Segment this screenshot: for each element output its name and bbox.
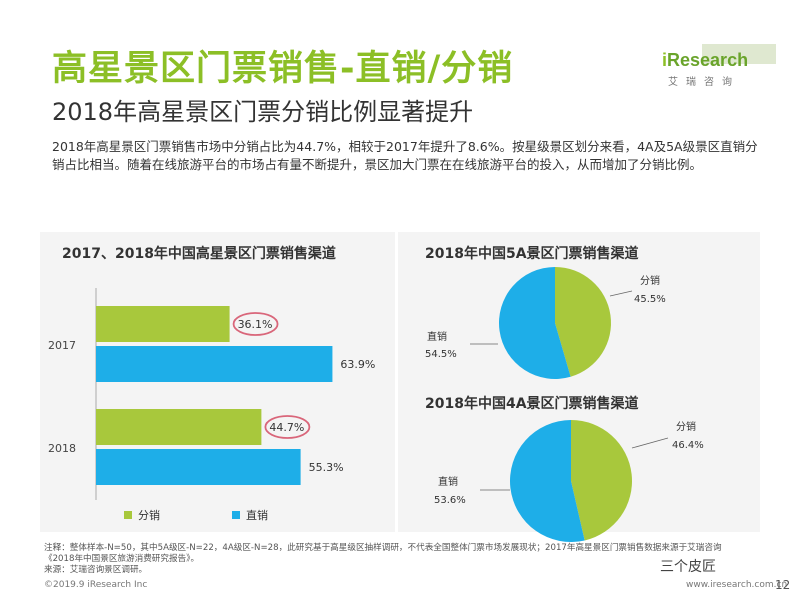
iresearch-logo: iResearch 艾瑞咨询 bbox=[662, 50, 762, 88]
pie1-slice-fenxiao bbox=[555, 267, 611, 377]
footnote-line2: 《2018年中国景区旅游消费研究报告》。 bbox=[44, 554, 200, 564]
pie2-slice-fenxiao bbox=[571, 420, 633, 541]
pie1-label-fenxiao-name: 分销 bbox=[640, 274, 660, 287]
footnote-line1: 注释：整体样本-N=50，其中5A级区-N=22，4A级区-N=28，此研究基于… bbox=[44, 543, 722, 553]
logo-prefix: i bbox=[662, 50, 668, 70]
pie1-title: 2018年中国5A景区门票销售渠道 bbox=[425, 245, 639, 262]
bar-2017-zhixiao bbox=[96, 346, 333, 382]
legend-label-zhixiao: 直销 bbox=[246, 508, 268, 522]
pie2-label-zhixiao-name: 直销 bbox=[438, 475, 458, 488]
footnote-line3: 来源：艾瑞咨询景区调研。 bbox=[44, 565, 148, 575]
bar-category-2017: 2017 bbox=[48, 339, 76, 352]
pie1-slice-zhixiao bbox=[499, 267, 571, 380]
bar-chart-title: 2017、2018年中国高星景区门票销售渠道 bbox=[62, 245, 336, 262]
bar-2018-fenxiao bbox=[96, 409, 262, 445]
legend-label-fenxiao: 分销 bbox=[138, 508, 160, 522]
copyright: ©2019.9 iResearch Inc bbox=[44, 580, 148, 590]
bar-category-2018: 2018 bbox=[48, 442, 76, 455]
page-title: 高星景区门票销售-直销/分销 bbox=[52, 49, 514, 89]
pie2-label-zhixiao-value: 53.6% bbox=[434, 495, 466, 506]
pie2-group bbox=[510, 420, 633, 542]
highlight-circle-2018 bbox=[264, 415, 311, 439]
footnote: 注释：整体样本-N=50，其中5A级区-N=22，4A级区-N=28，此研究基于… bbox=[44, 543, 764, 576]
pie2-label-fenxiao-name: 分销 bbox=[676, 420, 696, 433]
bar-2017-fenxiao bbox=[96, 306, 230, 342]
legend-swatch-fenxiao bbox=[124, 511, 132, 519]
bar-label-2017-fenxiao: 36.1% bbox=[238, 318, 273, 331]
highlight-circle-2017 bbox=[232, 312, 279, 336]
page-subtitle: 2018年高星景区门票分销比例显著提升 bbox=[52, 98, 474, 126]
page-number: 12 bbox=[775, 578, 791, 592]
bar-label-2018-zhixiao: 55.3% bbox=[309, 461, 344, 474]
pie1-label-zhixiao-value: 54.5% bbox=[425, 349, 457, 360]
pie2-leader-fenxiao bbox=[631, 437, 669, 449]
watermark: 三个皮匠 bbox=[660, 559, 716, 575]
bar-label-2017-zhixiao: 63.9% bbox=[340, 358, 375, 371]
pie2-title: 2018年中国4A景区门票销售渠道 bbox=[425, 395, 639, 412]
pie1-group bbox=[499, 267, 611, 380]
bar-2018-zhixiao bbox=[96, 449, 301, 485]
bar-label-2018-fenxiao: 44.7% bbox=[269, 421, 304, 434]
site-url: www.iresearch.com.cn bbox=[686, 580, 788, 590]
pie2-label-fenxiao-value: 46.4% bbox=[672, 440, 704, 451]
description-text: 2018年高星景区门票销售市场中分销占比为44.7%，相较于2017年提升了8.… bbox=[52, 139, 758, 172]
pie2-slice-zhixiao bbox=[510, 420, 585, 542]
logo-word: Research bbox=[667, 50, 749, 70]
legend-swatch-zhixiao bbox=[232, 511, 240, 519]
logo-chinese: 艾瑞咨询 bbox=[668, 77, 740, 88]
pie1-label-fenxiao-value: 45.5% bbox=[634, 294, 666, 305]
pie1-label-zhixiao-name: 直销 bbox=[427, 330, 447, 343]
pie1-leader-fenxiao bbox=[609, 290, 633, 297]
